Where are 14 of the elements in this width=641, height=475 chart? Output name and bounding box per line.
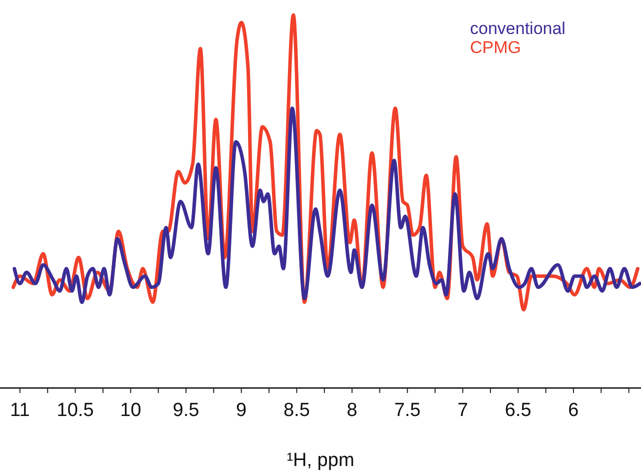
x-tick-label: 6 (568, 400, 579, 421)
x-tick-label: 8 (346, 400, 358, 421)
x-tick-label: 8.5 (283, 400, 310, 421)
x-tick-label: 10 (120, 400, 142, 421)
text: conventional (470, 19, 566, 38)
x-tick-label: 7 (457, 400, 468, 421)
x-tick-label: 7.5 (394, 400, 421, 421)
x-axis-title: ¹H, ppm (286, 450, 354, 471)
text: CPMG (470, 38, 521, 57)
x-tick-label: 6.5 (504, 400, 532, 421)
x-tick-label: 9.5 (172, 400, 200, 421)
x-tick-label: 11 (10, 400, 30, 421)
x-tick-label: 10.5 (56, 400, 94, 421)
x-tick-label: 9 (236, 400, 247, 421)
